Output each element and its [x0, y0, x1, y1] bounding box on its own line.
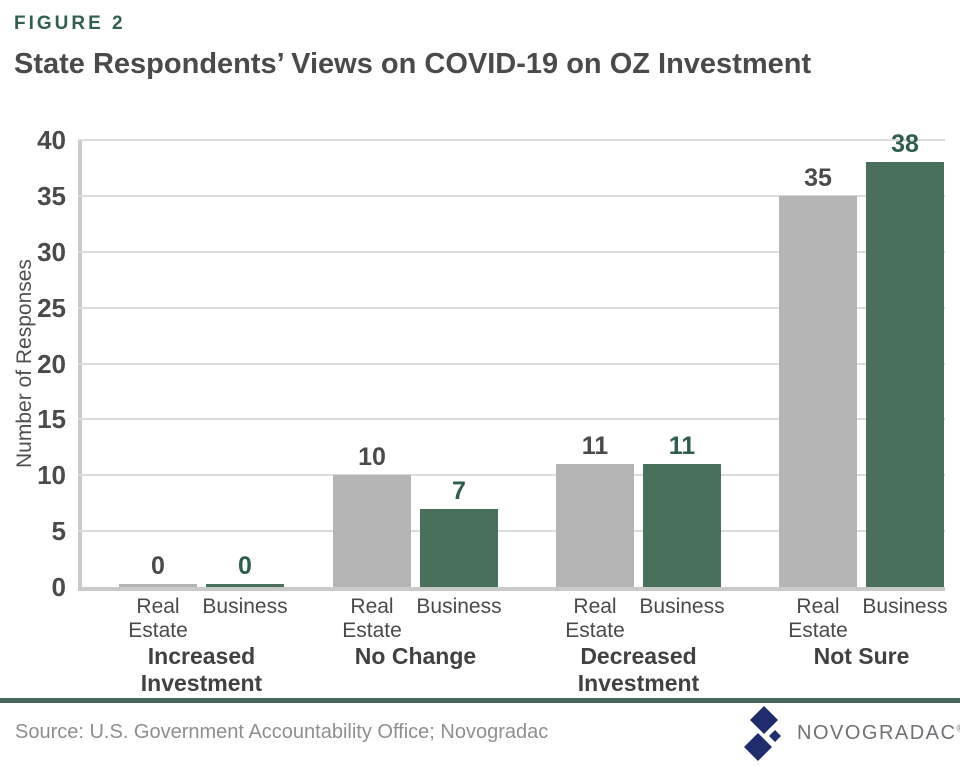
- y-tick-label-25: 25: [37, 292, 66, 323]
- bar-column: 11 Business: [639, 433, 724, 618]
- x-sub-label: Real Estate: [565, 595, 625, 642]
- bar-business: [643, 464, 721, 587]
- y-tick-label-0: 0: [51, 572, 66, 602]
- bar-value-label: 11: [581, 432, 609, 461]
- gridline-5: [78, 530, 945, 533]
- bar-value-label: 38: [891, 130, 919, 159]
- bar-group-not-sure: 35 Real Estate 38 Business Not Sure: [779, 131, 948, 669]
- bar-column: 38 Business: [862, 131, 947, 618]
- category-label: Not Sure: [813, 643, 910, 669]
- y-tick-label-15: 15: [37, 404, 66, 435]
- bar-real-estate: [556, 464, 634, 587]
- novogradac-diamonds-icon: [744, 706, 781, 761]
- page-title: State Respondents’ Views on COVID-19 on …: [14, 48, 812, 80]
- x-sub-label: Business: [862, 595, 948, 618]
- y-tick-label-40: 40: [37, 125, 66, 155]
- bar-column: 7 Business: [416, 478, 501, 618]
- bar-group-decreased-investment: 11 Real Estate 11 Business Decreased Investm…: [556, 140, 725, 696]
- x-sub-label: Real Estate: [788, 595, 848, 642]
- x-sub-label: Real Estate: [128, 595, 188, 642]
- brand-name: NOVOGRADAC®: [797, 722, 960, 745]
- y-tick-label-20: 20: [37, 348, 66, 379]
- bar-real-estate: [119, 584, 197, 587]
- bar-column: 11 Real Estate: [556, 433, 634, 642]
- bar-column: 0 Business: [202, 553, 287, 618]
- bar-business: [206, 584, 284, 587]
- bar-column: 10 Real Estate: [333, 444, 411, 642]
- category-label: No Change: [354, 643, 477, 669]
- bar-group-increased-investment: 0 Real Estate 0 Business Increased Investmen…: [119, 140, 288, 696]
- bar-business: [420, 508, 498, 587]
- x-sub-label: Business: [202, 595, 288, 618]
- bar-value-label: 11: [668, 432, 696, 461]
- gridline-20: [78, 362, 945, 365]
- source-text: Source: U.S. Government Accountability O…: [15, 721, 549, 743]
- y-tick-label-30: 30: [37, 236, 66, 267]
- bar-value-label: 7: [452, 476, 466, 505]
- y-tick-label-35: 35: [37, 180, 66, 211]
- category-label: Increased Investment: [140, 643, 263, 696]
- bar-business: [866, 162, 944, 587]
- gridline-40: [78, 139, 945, 141]
- y-axis-tick-labels: 0 5 10 15 20 25 30 35 40: [0, 127, 66, 600]
- bar-value-label: 10: [358, 443, 386, 472]
- gridline-30: [78, 250, 945, 253]
- category-label: Decreased Investment: [577, 643, 700, 696]
- bar-column: 0 Real Estate: [119, 553, 197, 642]
- bar-group-no-change: 10 Real Estate 7 Business No Change: [333, 140, 502, 669]
- x-sub-label: Business: [639, 595, 725, 618]
- x-axis-line: [78, 587, 945, 591]
- bar-value-label: 35: [804, 163, 832, 192]
- y-tick-label-5: 5: [51, 516, 66, 547]
- y-axis-line: [78, 139, 82, 591]
- x-sub-label: Real Estate: [342, 595, 402, 642]
- bar-value-label: 0: [238, 552, 252, 580]
- gridline-15: [78, 418, 945, 421]
- figure-label: FIGURE 2: [14, 13, 126, 34]
- registered-mark: ®: [956, 723, 960, 734]
- bar-real-estate: [333, 475, 411, 587]
- bar-column: 35 Real Estate: [779, 165, 857, 642]
- gridline-25: [78, 306, 945, 309]
- plot-area: 0 Real Estate 0 Business Increased Investmen…: [78, 131, 948, 696]
- x-sub-label: Business: [416, 595, 502, 618]
- gridline-10: [78, 474, 945, 477]
- bar-real-estate: [779, 195, 857, 587]
- footer-divider: [0, 698, 960, 703]
- novogradac-logo: NOVOGRADAC®: [742, 703, 960, 763]
- gridline-35: [78, 194, 945, 197]
- y-tick-label-10: 10: [37, 460, 66, 491]
- bar-value-label: 0: [151, 552, 165, 580]
